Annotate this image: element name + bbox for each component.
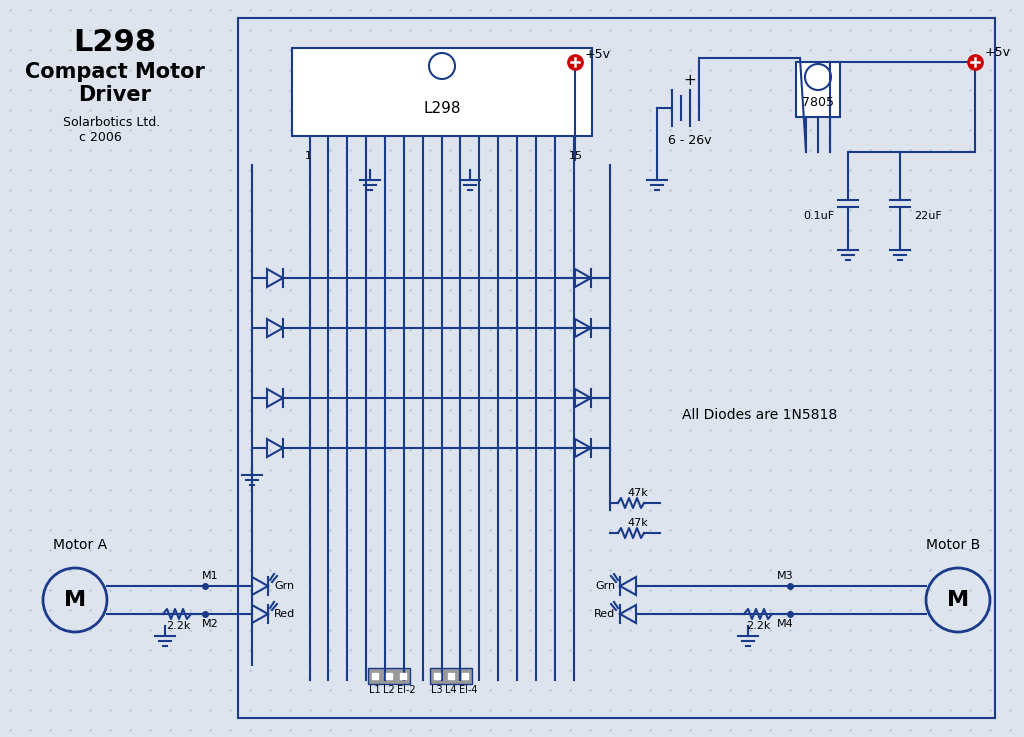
Text: Motor A: Motor A (53, 538, 108, 552)
Text: M1: M1 (202, 571, 218, 581)
Text: Grn: Grn (595, 581, 615, 591)
Text: 2.2k: 2.2k (166, 621, 190, 631)
Text: All Diodes are 1N5818: All Diodes are 1N5818 (682, 408, 838, 422)
Text: L2: L2 (383, 685, 395, 695)
Text: 22uF: 22uF (914, 211, 942, 221)
Text: +5v: +5v (985, 46, 1011, 58)
Text: +5v: +5v (585, 47, 611, 60)
Text: 47k: 47k (628, 488, 648, 498)
Text: 1: 1 (304, 151, 311, 161)
Bar (292, 48, 592, 136)
Text: Solarbotics Ltd.: Solarbotics Ltd. (63, 116, 161, 128)
Text: M3: M3 (776, 571, 794, 581)
Text: Motor B: Motor B (926, 538, 980, 552)
Text: Grn: Grn (274, 581, 294, 591)
Text: L298: L298 (74, 27, 157, 57)
Text: El-4: El-4 (459, 685, 477, 695)
Text: M: M (947, 590, 969, 610)
Text: +: + (684, 72, 696, 88)
Text: 47k: 47k (628, 518, 648, 528)
Text: L1: L1 (370, 685, 381, 695)
Text: M: M (63, 590, 86, 610)
Text: L3: L3 (431, 685, 442, 695)
Text: M4: M4 (776, 619, 794, 629)
Text: Red: Red (594, 609, 615, 619)
Text: El-2: El-2 (396, 685, 416, 695)
Text: 6 - 26v: 6 - 26v (669, 133, 712, 147)
Bar (796, 62, 840, 117)
Bar (368, 668, 410, 684)
Text: Red: Red (274, 609, 295, 619)
Text: 15: 15 (569, 151, 583, 161)
Text: L4: L4 (445, 685, 457, 695)
Bar (430, 668, 472, 684)
Text: L298: L298 (423, 100, 461, 116)
Text: Compact Motor: Compact Motor (25, 62, 205, 82)
Text: M2: M2 (202, 619, 218, 629)
Text: c 2006: c 2006 (79, 130, 122, 144)
Text: 7805: 7805 (802, 96, 834, 108)
Text: 2.2k: 2.2k (745, 621, 770, 631)
Text: 0.1uF: 0.1uF (803, 211, 834, 221)
Text: Driver: Driver (79, 85, 152, 105)
